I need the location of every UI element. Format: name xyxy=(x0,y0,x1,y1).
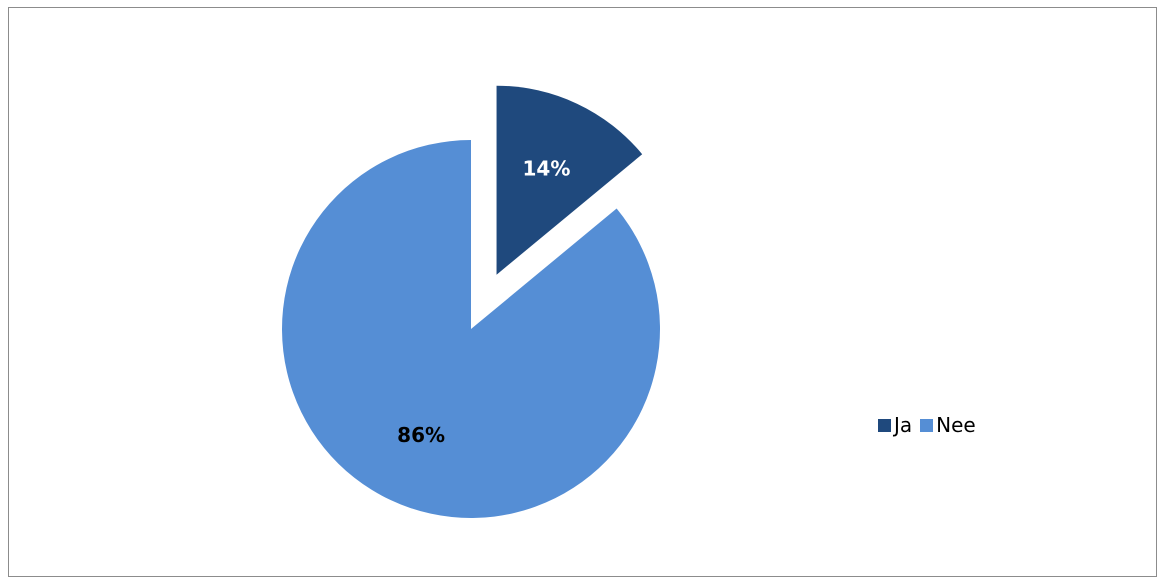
data-label-nee: 86% xyxy=(397,423,445,447)
pie-slices xyxy=(281,85,660,518)
legend-item-nee: Nee xyxy=(920,413,976,437)
pie-data-labels: 14% 86% xyxy=(397,157,570,447)
legend-label-nee: Nee xyxy=(936,413,976,437)
legend: Ja Nee xyxy=(878,413,976,437)
pie-slice-ja xyxy=(496,85,643,275)
legend-swatch-ja xyxy=(878,418,891,432)
data-label-ja: 14% xyxy=(523,157,571,181)
legend-item-ja: Ja xyxy=(878,413,912,437)
pie-slice-nee xyxy=(281,140,660,518)
legend-label-ja: Ja xyxy=(894,413,913,437)
legend-swatch-nee xyxy=(920,418,934,432)
